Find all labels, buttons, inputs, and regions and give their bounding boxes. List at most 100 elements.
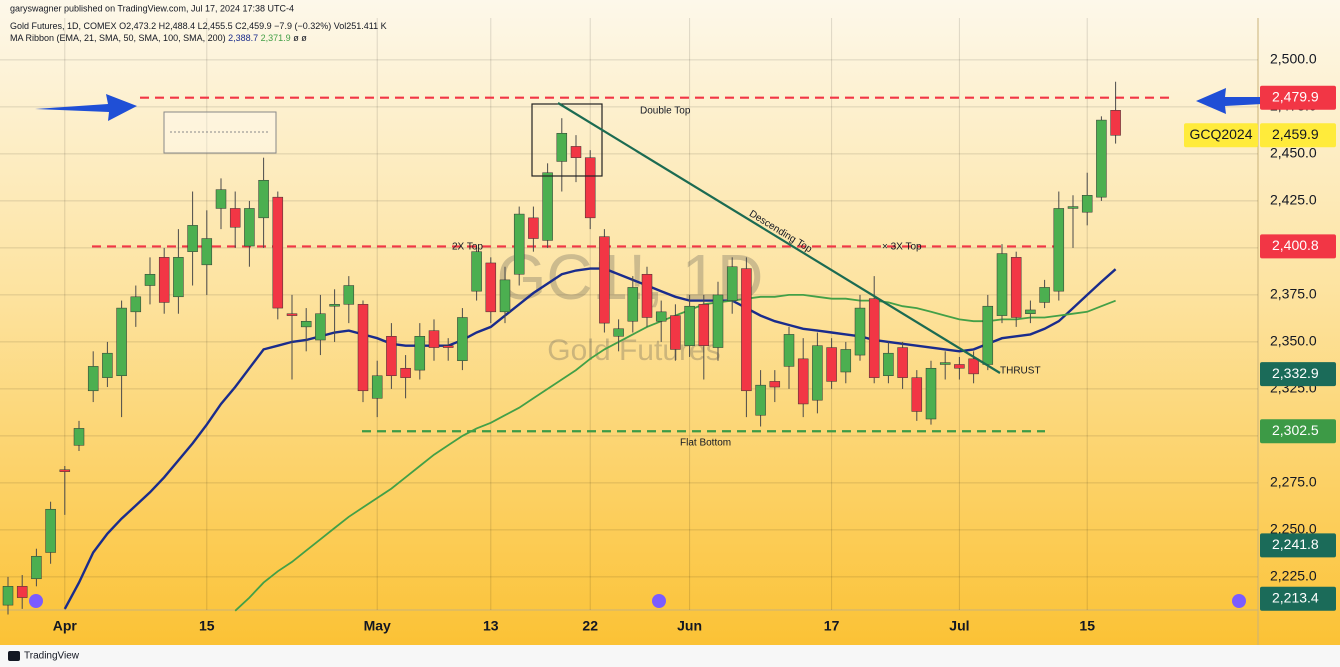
indicator: MA Ribbon (EMA, 21, SMA, 50, SMA, 100, S…: [10, 33, 226, 43]
event-icon[interactable]: [1232, 594, 1246, 608]
candle-body: [868, 298, 880, 378]
price-label: 2,241.8: [1272, 536, 1319, 552]
symbol-label: GCQ2024: [1189, 126, 1252, 142]
candle-body: [102, 352, 113, 378]
x-tick-label: 17: [824, 618, 840, 634]
candle-body: [556, 132, 568, 162]
candle-body: [59, 469, 71, 472]
candle-body: [968, 358, 979, 375]
footer-bar: [0, 645, 1340, 667]
event-icon[interactable]: [652, 594, 666, 608]
candle-body: [783, 334, 795, 367]
candle-body: [73, 428, 85, 446]
grid: [0, 18, 1258, 610]
x-tick-label: 13: [483, 618, 499, 634]
candle-body: [371, 375, 383, 399]
event-icon[interactable]: [29, 594, 43, 608]
ohlc: O2,473.2 H2,488.4 L2,455.5 C2,459.9 −7.9…: [119, 21, 387, 31]
candle-body: [1110, 110, 1121, 136]
moving-average: [63, 267, 1117, 610]
candle-body: [201, 238, 213, 266]
candle-body: [244, 208, 255, 247]
candle-body: [797, 358, 809, 405]
y-tick-label: 2,250.0: [1270, 521, 1317, 537]
candle-body: [1010, 257, 1022, 318]
candle-body: [272, 196, 284, 309]
candle-body: [258, 179, 269, 219]
candle-body: [613, 328, 624, 337]
candle-body: [684, 305, 695, 346]
footer-logo: [8, 651, 20, 661]
price-label: 2,400.8: [1272, 237, 1319, 253]
candle-body: [414, 336, 426, 371]
candle-body: [428, 330, 440, 348]
candle-body: [1096, 119, 1107, 198]
candle-body: [641, 273, 653, 318]
symbol-label-box: [1184, 123, 1258, 148]
candle-body: [939, 362, 951, 365]
candle-body: [528, 217, 539, 239]
axes: 2,225.02,250.02,275.02,300.02,325.02,350…: [53, 51, 1336, 634]
candle-body: [16, 586, 28, 598]
candle-body: [1067, 206, 1079, 209]
candle-body: [755, 384, 766, 416]
candle-body: [215, 189, 227, 209]
candle-body: [300, 320, 312, 328]
x-tick-label: Jul: [949, 618, 969, 634]
candle-body: [116, 307, 127, 377]
candle-body: [400, 367, 411, 378]
background: [0, 0, 1340, 645]
candle-body: [87, 366, 99, 392]
symbol: Gold Futures, 1D, COMEX: [10, 21, 117, 31]
symbol-line: Gold Futures, 1D, COMEX O2,473.2 H2,488.…: [10, 21, 387, 31]
candle-body: [45, 508, 56, 553]
candle-body: [1025, 309, 1036, 314]
arrow-left: [1196, 88, 1262, 114]
candle-body: [599, 236, 610, 324]
candle-body: [982, 305, 994, 365]
y-tick-label: 2,425.0: [1270, 192, 1317, 208]
candle-body: [485, 262, 497, 313]
candle-body: [1053, 208, 1065, 292]
footer-text: TradingView: [24, 651, 80, 662]
candle-body: [130, 296, 142, 313]
candle-body: [1039, 287, 1050, 303]
candle-body: [726, 266, 738, 301]
annotation: Flat Bottom: [680, 438, 731, 449]
x-tick-label: Jun: [677, 618, 702, 634]
candle-body: [996, 253, 1008, 316]
candle-body: [173, 257, 184, 298]
ma-value: 2,388.7: [228, 33, 258, 43]
candle-body: [911, 377, 923, 412]
y-tick-label: 2,275.0: [1270, 474, 1317, 490]
price-label-box: [1260, 234, 1336, 259]
candle-body: [315, 313, 326, 341]
price-label: 2,479.9: [1272, 88, 1319, 104]
candle-body: [457, 317, 468, 361]
candle-body: [386, 336, 397, 377]
candle-body: [229, 208, 241, 228]
candle-body: [329, 304, 340, 307]
candle-body: [442, 345, 454, 348]
y-tick-label: 2,225.0: [1270, 568, 1317, 584]
candle-body: [840, 349, 852, 373]
candle-body: [741, 268, 752, 392]
candle-body: [655, 311, 667, 322]
candle-body: [769, 381, 781, 388]
candle-body: [343, 285, 355, 305]
price-label: 2,302.5: [1272, 422, 1319, 438]
candle-body: [158, 257, 170, 303]
ma-value: ø: [293, 33, 299, 43]
y-tick-label: 2,350.0: [1270, 333, 1317, 349]
published-line: garyswagner published on TradingView.com…: [10, 3, 294, 13]
x-tick-label: 22: [582, 618, 598, 634]
price-label: 2,213.4: [1272, 589, 1319, 605]
y-tick-label: 2,450.0: [1270, 145, 1317, 161]
price-label-box: [1260, 586, 1336, 611]
candle-body: [357, 304, 369, 392]
arrow-right: [35, 94, 137, 121]
annotation: THRUST: [1000, 366, 1041, 377]
candle-body: [698, 304, 710, 346]
